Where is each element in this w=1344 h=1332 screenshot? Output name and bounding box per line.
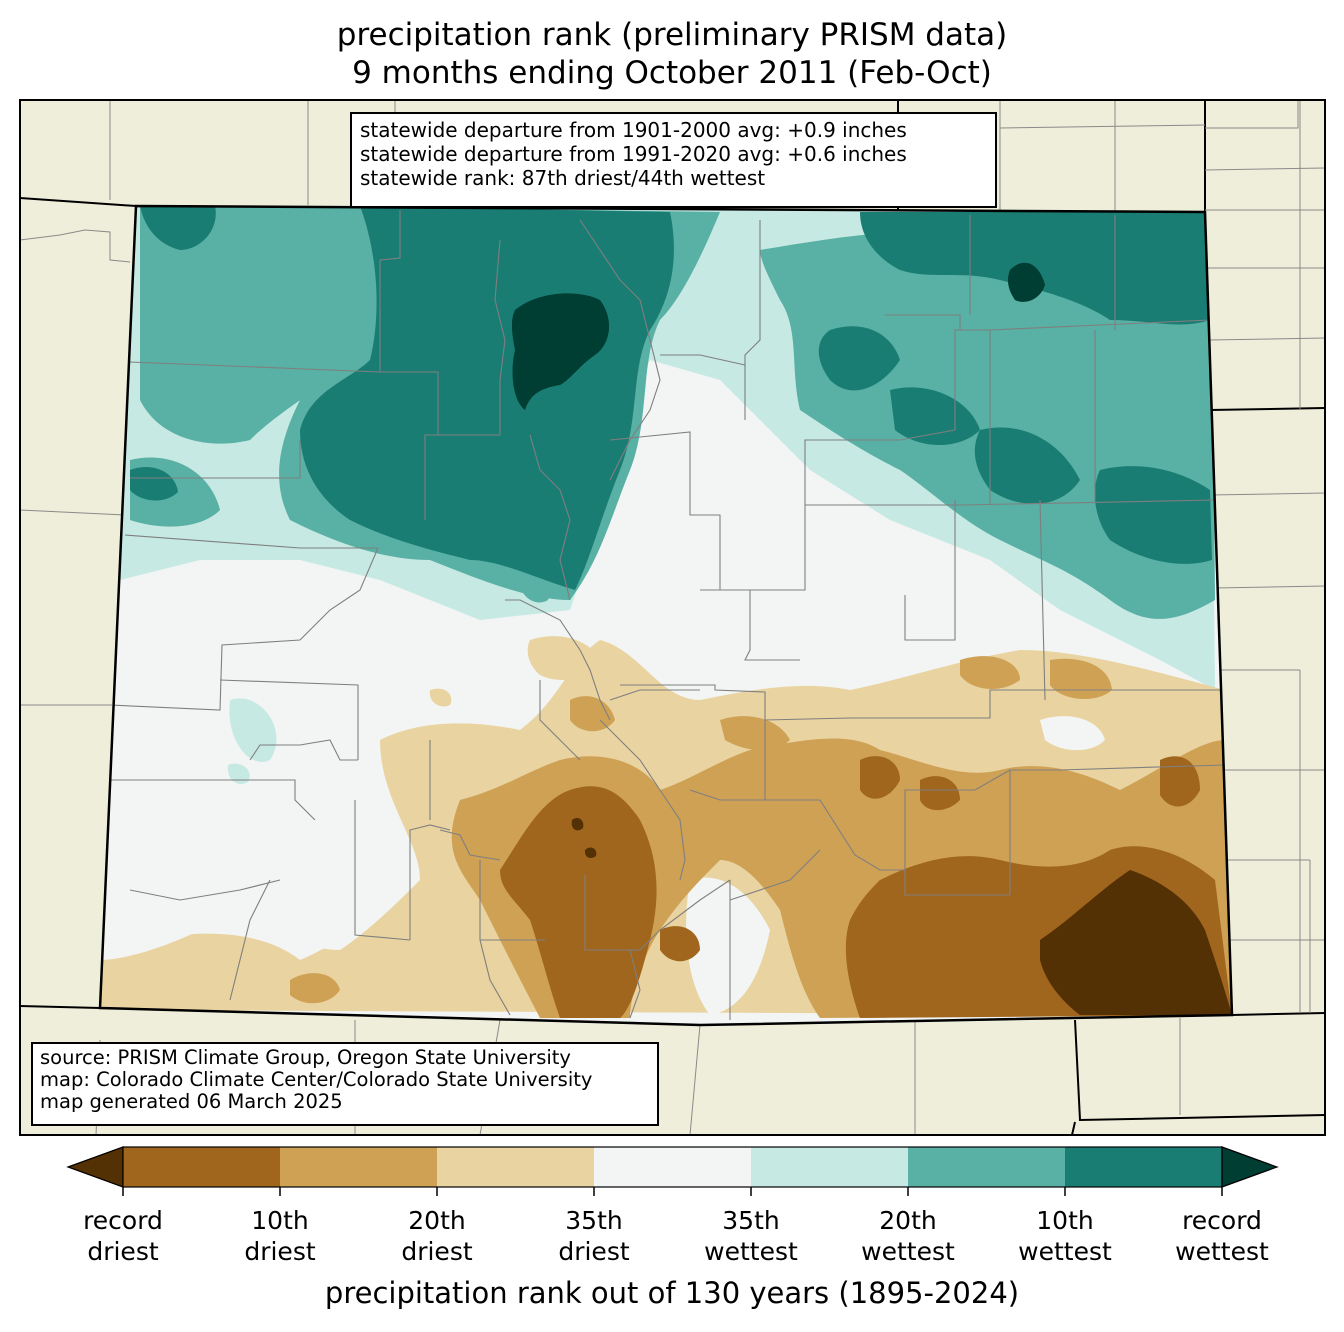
- colorbar-swatch-1: [123, 1147, 280, 1187]
- colorbar-label-35th-driest: 35th driest: [558, 1206, 630, 1266]
- source-line-2: map: Colorado Climate Center/Colorado St…: [40, 1068, 593, 1091]
- colorbar-label-10th-wettest: 10th wettest: [1018, 1206, 1112, 1266]
- colorbar-ticks: [122, 1187, 1223, 1196]
- colorbar-swatch-2: [280, 1147, 437, 1187]
- stats-line-1: statewide departure from 1901-2000 avg: …: [360, 118, 907, 142]
- source-line-3: map generated 06 March 2025: [40, 1090, 343, 1113]
- precipitation-rank-field: [100, 206, 1232, 1025]
- colorbar-label-20th-driest: 20th driest: [401, 1206, 473, 1266]
- map-frame: [19, 99, 1326, 1136]
- colorbar-label-record-wettest: record wettest: [1175, 1206, 1269, 1266]
- colorbar-label-35th-wettest: 35th wettest: [704, 1206, 798, 1266]
- colorbar-label-10th-driest: 10th driest: [244, 1206, 316, 1266]
- colorado-county-lines: [109, 210, 1226, 1020]
- wet-record-region: [511, 262, 1045, 410]
- colorbar: [66, 1146, 1279, 1196]
- source-box: source: PRISM Climate Group, Oregon Stat…: [31, 1042, 659, 1126]
- colorbar-swatch-5: [751, 1147, 908, 1187]
- colorado-state-border: [98, 204, 1234, 1027]
- colorbar-record-wettest-arrow: [1221, 1146, 1279, 1188]
- map-title-line1: precipitation rank (preliminary PRISM da…: [336, 17, 1008, 53]
- colorbar-swatch-4: [594, 1147, 751, 1187]
- statewide-stats-box: statewide departure from 1901-2000 avg: …: [350, 112, 997, 208]
- colorbar-label-record-driest: record driest: [83, 1206, 163, 1266]
- stats-line-2: statewide departure from 1991-2020 avg: …: [360, 142, 907, 166]
- colorbar-record-driest-arrow: [66, 1146, 124, 1188]
- colorbar-title: precipitation rank out of 130 years (189…: [324, 1276, 1020, 1310]
- source-line-1: source: PRISM Climate Group, Oregon Stat…: [40, 1046, 571, 1069]
- colorbar-label-20th-wettest: 20th wettest: [861, 1206, 955, 1266]
- stats-line-3: statewide rank: 87th driest/44th wettest: [360, 166, 766, 190]
- dry-record-region: [571, 817, 1232, 1015]
- colorbar-swatch-7: [1065, 1147, 1222, 1187]
- map-title-line2: 9 months ending October 2011 (Feb-Oct): [352, 55, 992, 91]
- colorbar-swatch-3: [437, 1147, 594, 1187]
- colorbar-swatch-6: [908, 1147, 1065, 1187]
